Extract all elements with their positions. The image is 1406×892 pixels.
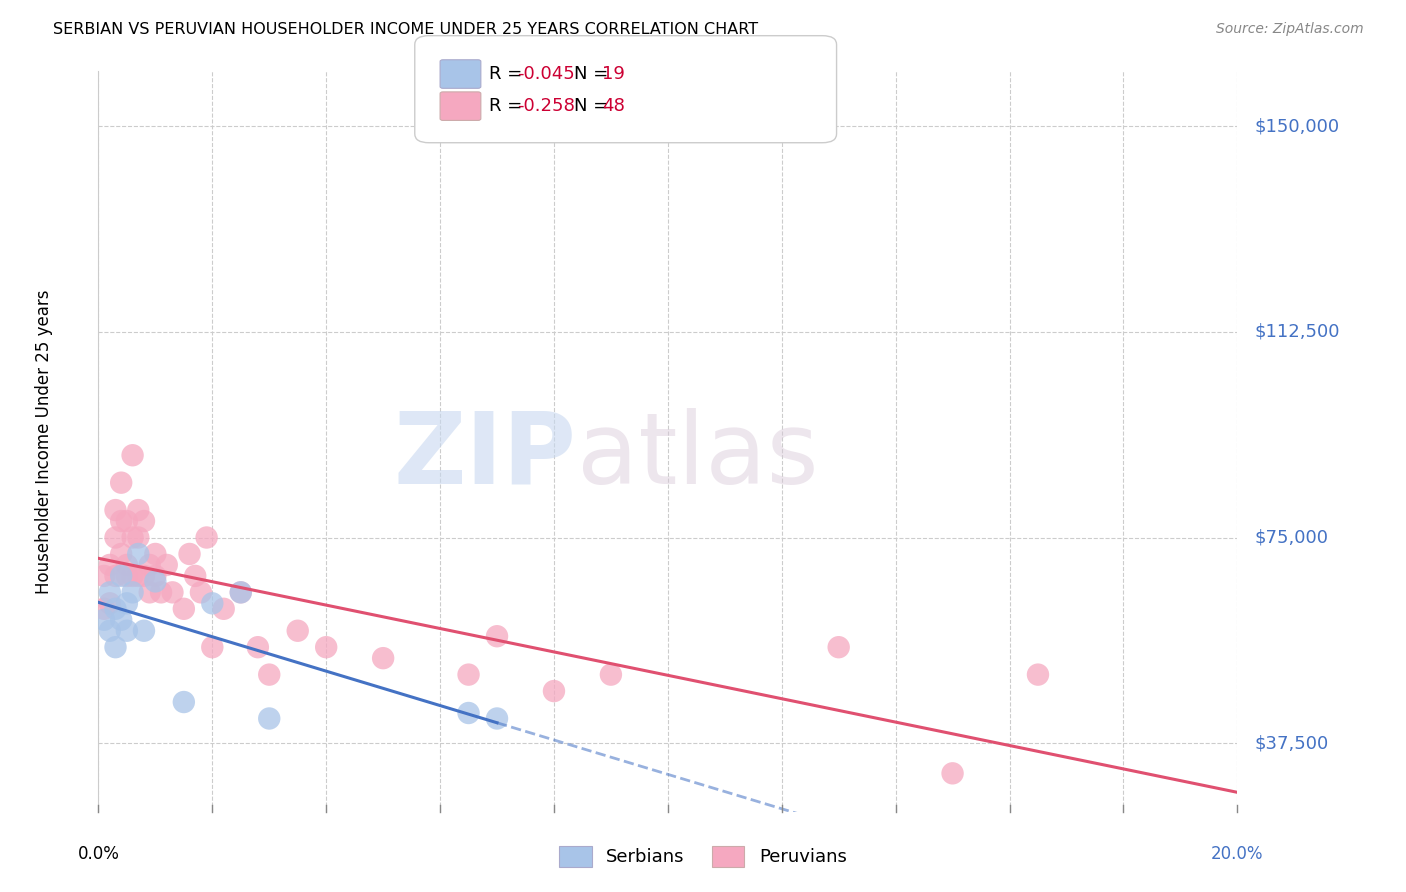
Point: [110, 569, 132, 583]
Point: [173, 695, 195, 709]
Point: [98, 558, 121, 572]
Point: [132, 569, 155, 583]
Point: [115, 624, 138, 638]
Point: [104, 531, 127, 545]
Point: [98, 596, 121, 610]
Text: 19: 19: [602, 65, 624, 83]
Point: [93, 602, 115, 616]
Point: [145, 547, 167, 561]
Point: [115, 558, 138, 572]
Point: [156, 558, 179, 572]
Point: [942, 766, 965, 780]
Text: SERBIAN VS PERUVIAN HOUSEHOLDER INCOME UNDER 25 YEARS CORRELATION CHART: SERBIAN VS PERUVIAN HOUSEHOLDER INCOME U…: [53, 22, 759, 37]
Point: [98, 624, 121, 638]
Point: [110, 547, 132, 561]
Point: [138, 585, 160, 599]
Point: [201, 640, 224, 655]
Point: [132, 514, 155, 528]
Point: [127, 547, 149, 561]
Point: [110, 475, 132, 490]
Text: N =: N =: [574, 97, 613, 115]
Point: [93, 613, 115, 627]
Legend: Serbians, Peruvians: Serbians, Peruvians: [553, 838, 853, 874]
Point: [121, 531, 143, 545]
Text: 48: 48: [602, 97, 624, 115]
Point: [127, 503, 149, 517]
Text: R =: R =: [489, 97, 529, 115]
Point: [127, 569, 149, 583]
Text: Source: ZipAtlas.com: Source: ZipAtlas.com: [1216, 22, 1364, 37]
Point: [259, 667, 281, 681]
Point: [104, 640, 127, 655]
Point: [315, 640, 337, 655]
Point: [201, 596, 224, 610]
Point: [121, 448, 143, 462]
Point: [115, 514, 138, 528]
Point: [457, 667, 479, 681]
Point: [173, 602, 195, 616]
Point: [121, 585, 143, 599]
Text: $112,500: $112,500: [1254, 323, 1340, 341]
Point: [145, 574, 167, 589]
Point: [115, 596, 138, 610]
Text: -0.258: -0.258: [517, 97, 575, 115]
Point: [93, 569, 115, 583]
Text: ZIP: ZIP: [394, 408, 576, 505]
Point: [162, 585, 184, 599]
Point: [1026, 667, 1049, 681]
Point: [110, 613, 132, 627]
Point: [145, 569, 167, 583]
Point: [600, 667, 623, 681]
Point: [132, 624, 155, 638]
Text: 20.0%: 20.0%: [1211, 845, 1264, 863]
Point: [179, 547, 201, 561]
Point: [373, 651, 395, 665]
Point: [543, 684, 565, 698]
Text: R =: R =: [489, 65, 529, 83]
Text: 0.0%: 0.0%: [77, 845, 120, 863]
Point: [486, 629, 509, 643]
Text: Householder Income Under 25 years: Householder Income Under 25 years: [35, 289, 53, 594]
Text: N =: N =: [574, 65, 613, 83]
Point: [184, 569, 207, 583]
Point: [121, 569, 143, 583]
Point: [127, 531, 149, 545]
Point: [229, 585, 252, 599]
Point: [212, 602, 235, 616]
Point: [104, 569, 127, 583]
Point: [190, 585, 212, 599]
Text: $75,000: $75,000: [1254, 529, 1329, 547]
Point: [828, 640, 851, 655]
Point: [259, 711, 281, 725]
Point: [246, 640, 269, 655]
Point: [150, 585, 173, 599]
Text: -0.045: -0.045: [517, 65, 575, 83]
Text: $37,500: $37,500: [1254, 734, 1329, 752]
Point: [457, 706, 479, 720]
Point: [110, 514, 132, 528]
Point: [98, 585, 121, 599]
Text: atlas: atlas: [576, 408, 818, 505]
Point: [104, 602, 127, 616]
Point: [104, 503, 127, 517]
Point: [195, 531, 218, 545]
Point: [287, 624, 309, 638]
Point: [229, 585, 252, 599]
Text: $150,000: $150,000: [1254, 117, 1340, 136]
Point: [486, 711, 509, 725]
Point: [138, 558, 160, 572]
Point: [115, 569, 138, 583]
